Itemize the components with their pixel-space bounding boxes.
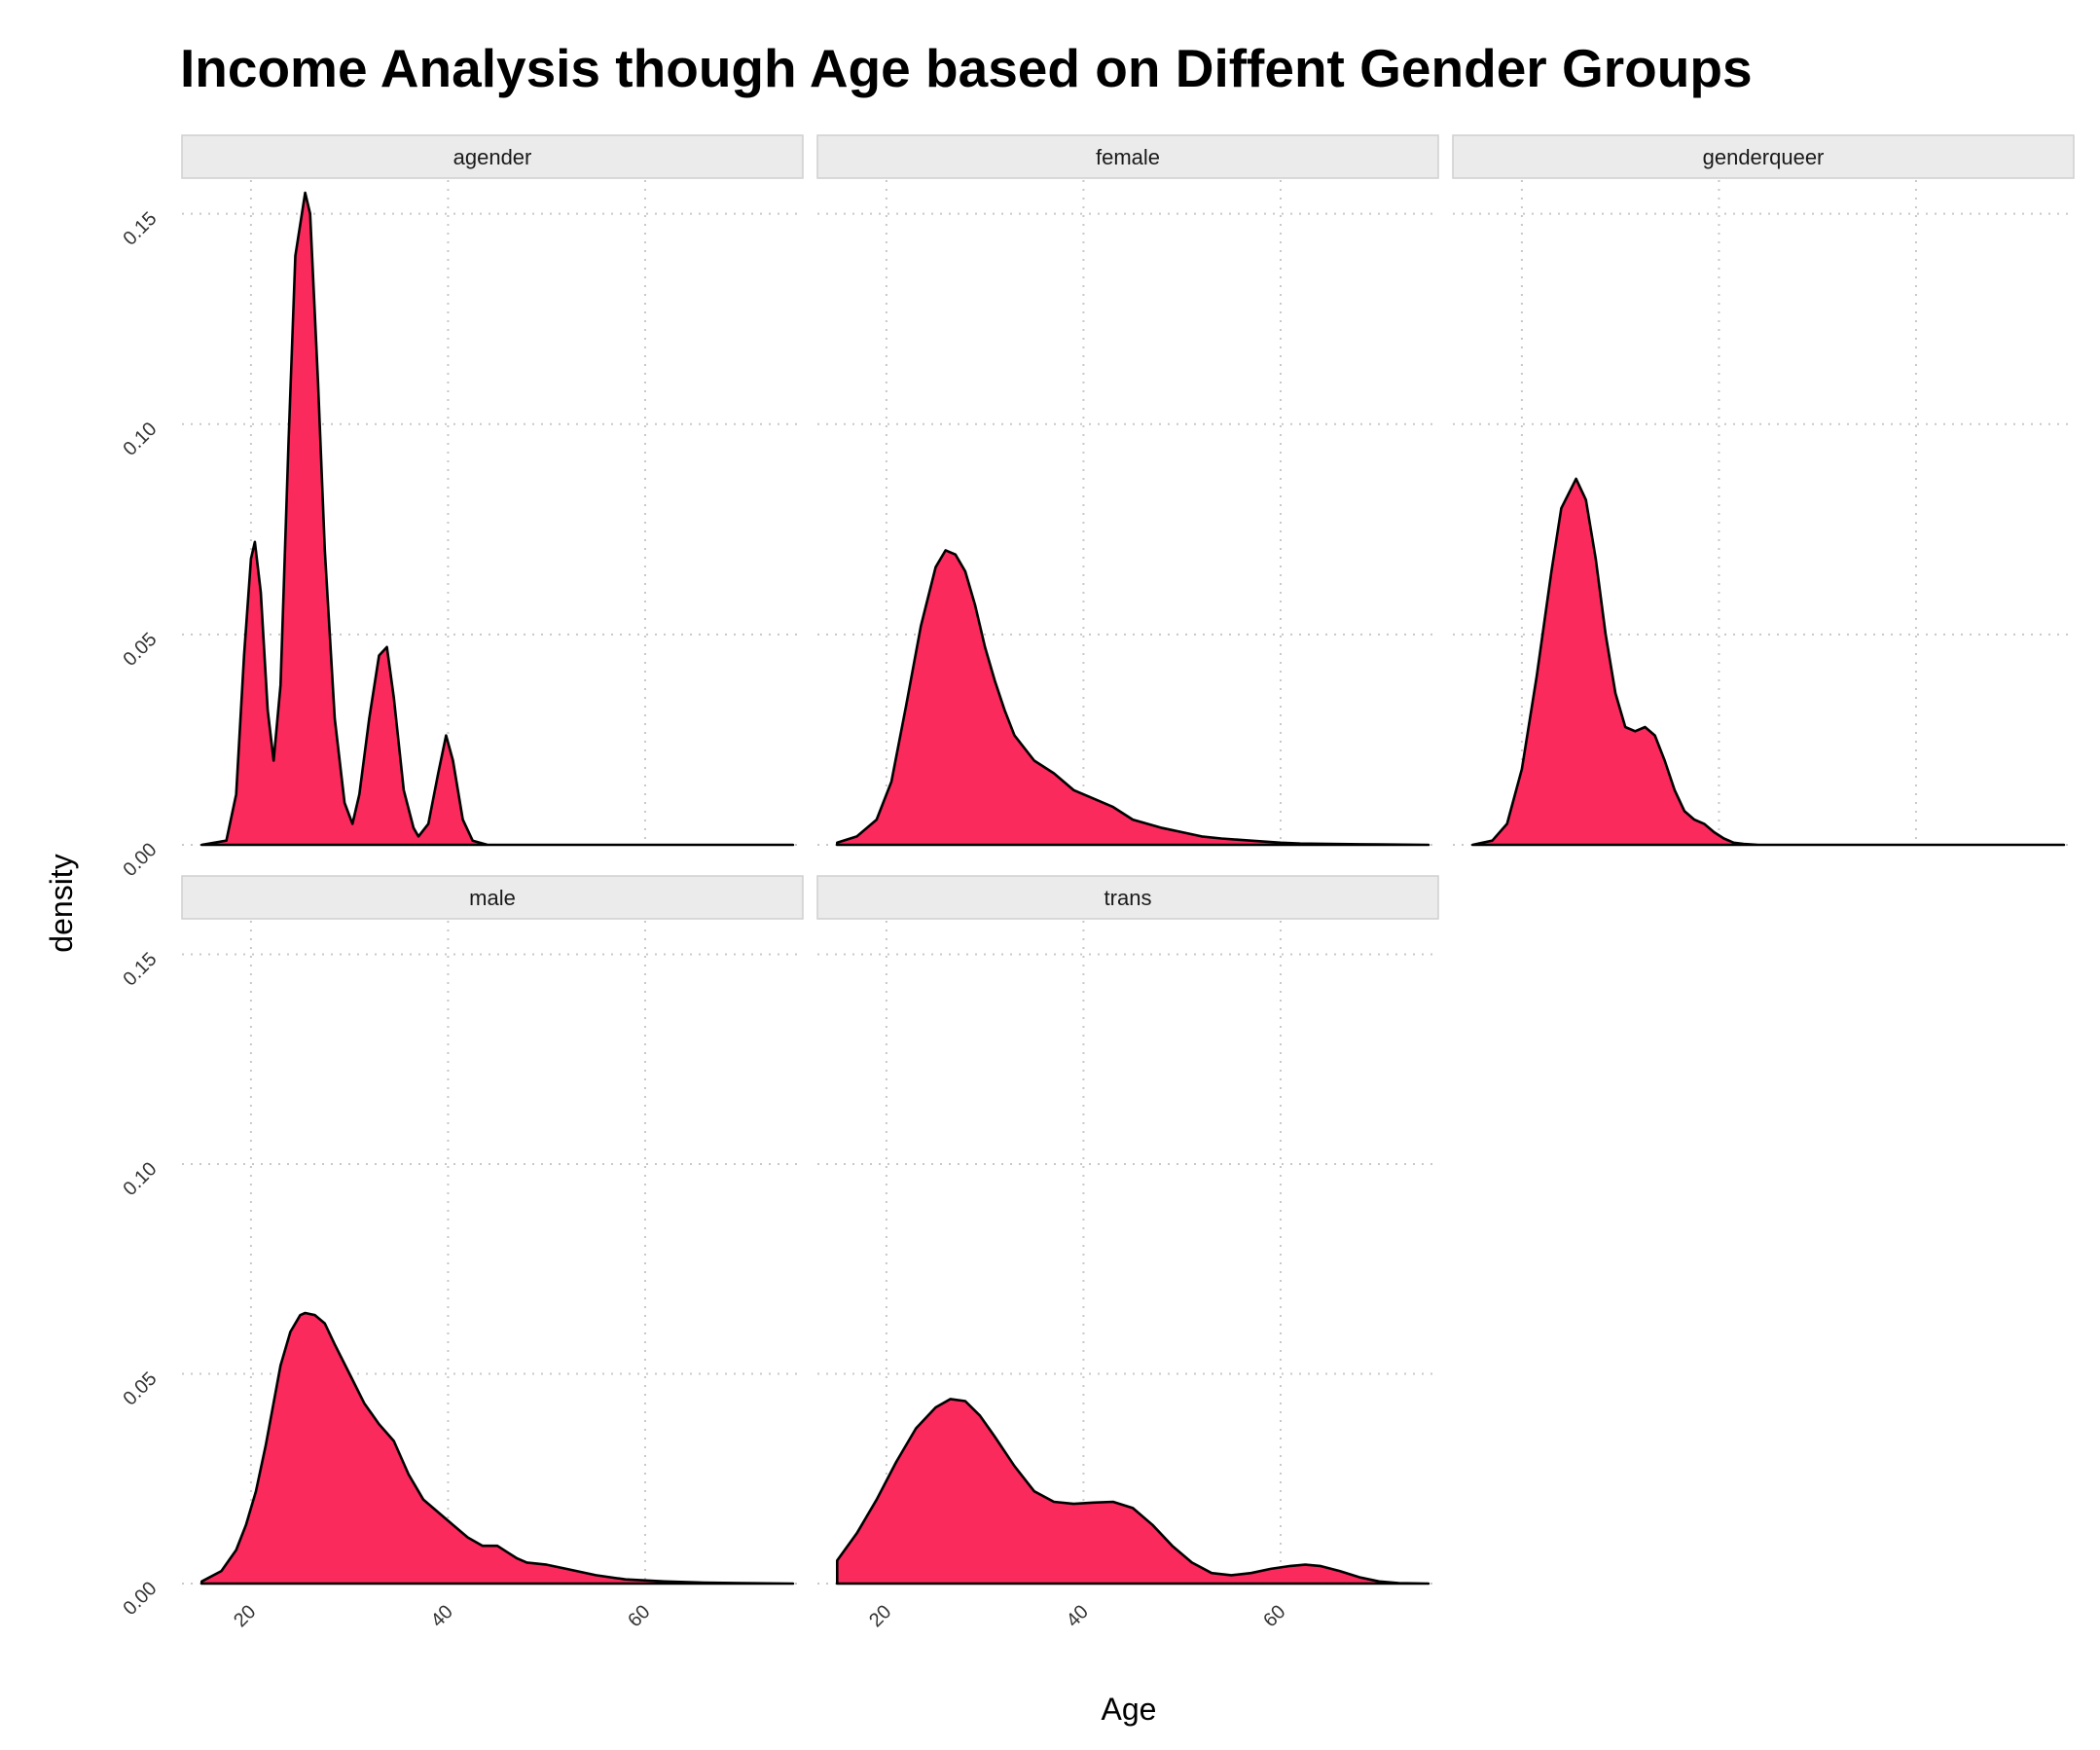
density-outline-female	[836, 549, 1430, 847]
facet-label-trans: trans	[1104, 886, 1152, 910]
facet-strip-female	[816, 134, 1439, 179]
facet-strip-genderqueer	[1452, 134, 2075, 179]
density-area-male	[201, 1313, 793, 1584]
facet-strip-trans	[816, 875, 1439, 920]
x-tick-label: 40	[1063, 1601, 1093, 1631]
x-tick-label: 60	[1259, 1601, 1289, 1631]
x-tick-label: 40	[427, 1601, 457, 1631]
density-area-trans	[837, 1399, 1429, 1584]
x-tick-label: 20	[230, 1601, 260, 1631]
facet-strip-male	[181, 875, 804, 920]
x-tick-label: 20	[865, 1601, 895, 1631]
facet-strips-layer: agender female genderqueer male trans	[181, 134, 2075, 920]
y-tick-label: 0.10	[119, 419, 161, 460]
x-axis-title: Age	[1102, 1692, 1157, 1727]
y-tick-label: 0.00	[119, 1578, 161, 1620]
y-tick-label: 0.10	[119, 1158, 161, 1200]
x-tick-label: 60	[624, 1601, 654, 1631]
density-outline-genderqueer	[1471, 477, 2066, 847]
y-axis-title: density	[44, 854, 79, 952]
density-area-agender	[201, 193, 793, 845]
density-curves-layer	[200, 191, 2066, 1586]
y-tick-label: 0.05	[119, 1367, 161, 1409]
facet-strip-agender	[181, 134, 804, 179]
density-area-genderqueer	[1472, 478, 2064, 845]
facet-label-male: male	[469, 886, 516, 910]
facet-label-genderqueer: genderqueer	[1703, 145, 1825, 169]
density-area-female	[837, 550, 1429, 845]
density-outline-trans	[836, 1398, 1430, 1586]
facet-label-agender: agender	[453, 145, 532, 169]
y-tick-label: 0.05	[119, 629, 161, 671]
density-outline-agender	[200, 191, 795, 847]
facet-label-female: female	[1096, 145, 1160, 169]
y-tick-label: 0.15	[119, 948, 161, 990]
density-outline-male	[200, 1311, 795, 1586]
chart-title: Income Analysis though Age based on Diff…	[180, 38, 1753, 98]
y-tick-label: 0.15	[119, 208, 161, 250]
y-tick-label: 0.00	[119, 839, 161, 881]
